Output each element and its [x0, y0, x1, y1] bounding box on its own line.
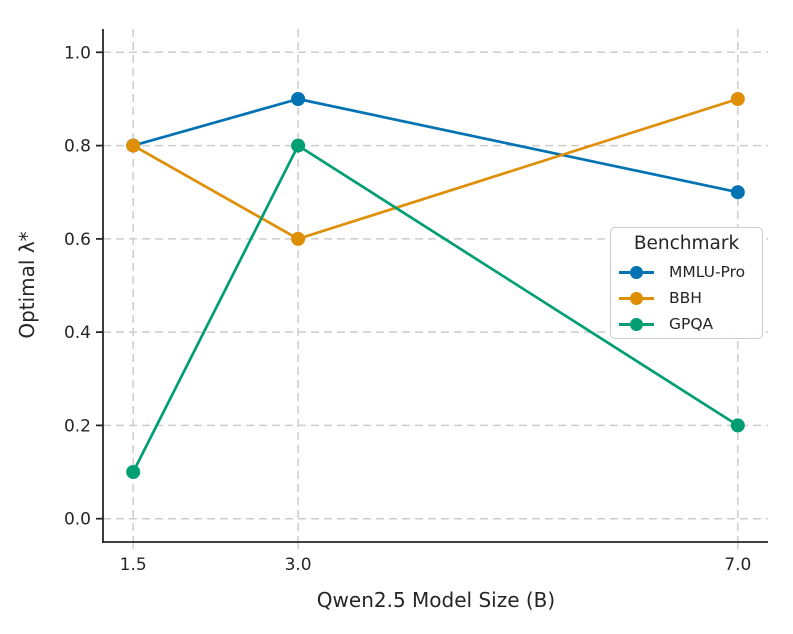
y-tick-label: 0.4 [64, 323, 91, 343]
y-tick-label: 0.8 [64, 137, 91, 157]
legend-key-line-marker-icon [619, 291, 654, 305]
y-tick-label: 0.0 [64, 510, 91, 530]
data-point-MMLU-Pro [291, 92, 306, 106]
legend-entry-mmlu-pro: MMLU-Pro [611, 259, 762, 285]
data-point-BBH [730, 92, 745, 106]
legend-entry-gpqa: GPQA [611, 311, 762, 337]
data-point-GPQA [291, 138, 306, 153]
x-tick-label: 3.0 [285, 555, 312, 575]
data-point-GPQA [126, 465, 141, 479]
data-point-BBH [126, 138, 141, 153]
y-tick-label: 1.0 [64, 43, 91, 63]
y-axis-label: Optimal λ* [15, 231, 39, 339]
legend-key-line-marker-icon [619, 265, 654, 279]
data-point-BBH [291, 231, 306, 246]
legend-entry-label: BBH [669, 289, 702, 307]
x-tick-label: 7.0 [724, 555, 751, 575]
data-point-GPQA [730, 418, 745, 433]
legend: Benchmark MMLU-Pro BBH GPQA [610, 227, 763, 339]
legend-entry-bbh: BBH [611, 285, 762, 311]
y-tick-label: 0.6 [64, 230, 91, 250]
x-axis-label: Qwen2.5 Model Size (B) [316, 588, 556, 612]
legend-key-line-marker-icon [619, 317, 654, 331]
data-point-MMLU-Pro [730, 185, 745, 200]
legend-title: Benchmark [633, 233, 740, 254]
x-tick-label: 1.5 [120, 555, 147, 575]
legend-entry-label: MMLU-Pro [669, 263, 746, 281]
legend-entry-label: GPQA [669, 315, 714, 333]
y-tick-label: 0.2 [64, 416, 91, 436]
